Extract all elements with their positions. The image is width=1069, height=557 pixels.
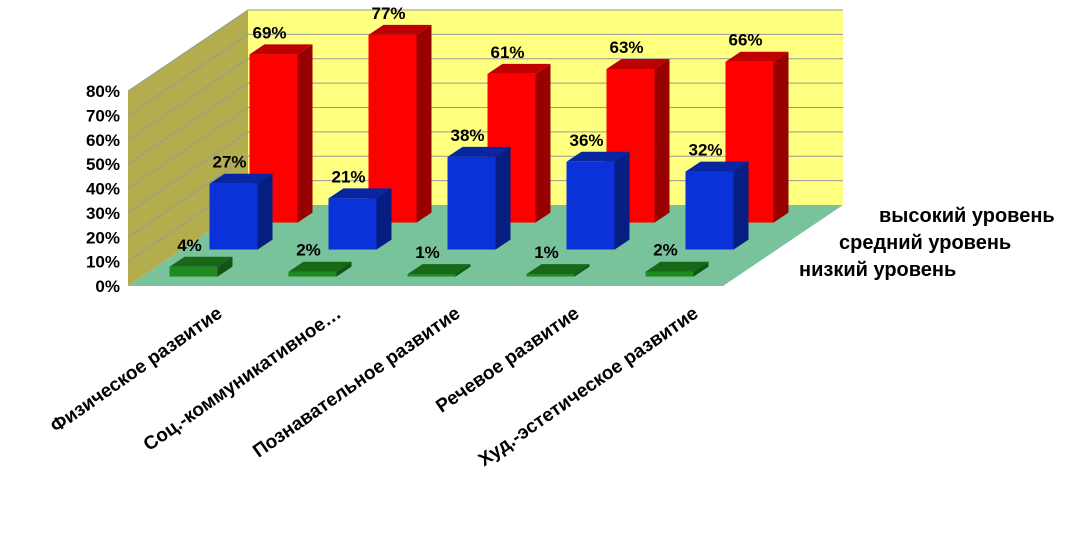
bar-side	[615, 152, 630, 250]
data-label: 1%	[415, 243, 440, 262]
data-label: 69%	[252, 23, 286, 42]
data-label: 61%	[490, 43, 524, 62]
data-label: 77%	[371, 4, 405, 23]
x-tick-label: Познавательное развитие	[249, 303, 464, 462]
legend-item: высокий уровень	[879, 205, 1055, 227]
series-legend: низкий уровень средний уровень высокий уро…	[799, 205, 1055, 281]
data-label: 36%	[569, 131, 603, 150]
y-tick-label: 0%	[95, 277, 120, 296]
bar	[686, 162, 749, 250]
bar	[210, 174, 273, 250]
bar-side	[655, 59, 670, 223]
bar-front	[289, 272, 337, 277]
y-tick-label: 50%	[86, 155, 120, 174]
y-tick-label: 80%	[86, 82, 120, 101]
bar-side	[734, 162, 749, 250]
bar-front	[170, 267, 218, 277]
data-label: 2%	[296, 241, 321, 260]
bar	[567, 152, 630, 250]
bar	[329, 188, 392, 249]
bar-side	[298, 44, 313, 222]
bar-side	[536, 64, 551, 223]
bar-front	[448, 157, 496, 250]
data-label: 38%	[450, 126, 484, 145]
data-label: 66%	[728, 31, 762, 50]
bar-front	[646, 272, 694, 277]
x-tick-label: Соц.-коммуникативное…	[140, 303, 346, 456]
bar-front	[686, 172, 734, 250]
bar-front	[527, 274, 575, 276]
bar-side	[258, 174, 273, 250]
bar-side	[377, 188, 392, 249]
legend-item: низкий уровень	[799, 259, 956, 281]
y-tick-label: 20%	[86, 228, 120, 247]
data-label: 21%	[331, 167, 365, 186]
legend-item: средний уровень	[839, 232, 1011, 254]
data-label: 4%	[177, 236, 202, 255]
y-axis: 0% 10% 20% 30% 40% 50% 60% 70% 80%	[86, 82, 120, 296]
y-tick-label: 40%	[86, 180, 120, 199]
data-label: 32%	[688, 141, 722, 160]
x-tick-label: Худ.-эстетическое развитие	[475, 303, 702, 471]
data-label: 27%	[212, 153, 246, 172]
y-tick-label: 70%	[86, 106, 120, 125]
y-tick-label: 60%	[86, 131, 120, 150]
data-label: 1%	[534, 243, 559, 262]
data-label: 63%	[609, 38, 643, 57]
bar-front	[329, 198, 377, 249]
bar-side	[774, 52, 789, 223]
bar-front	[210, 184, 258, 250]
y-tick-label: 30%	[86, 204, 120, 223]
bar-front	[408, 274, 456, 276]
y-tick-label: 10%	[86, 253, 120, 272]
x-axis: Физическое развитиеСоц.-коммуникативное……	[47, 303, 702, 471]
bar	[448, 147, 511, 250]
bar-side	[417, 25, 432, 223]
data-label: 2%	[653, 241, 678, 260]
bar-front	[567, 162, 615, 250]
bar-side	[496, 147, 511, 250]
